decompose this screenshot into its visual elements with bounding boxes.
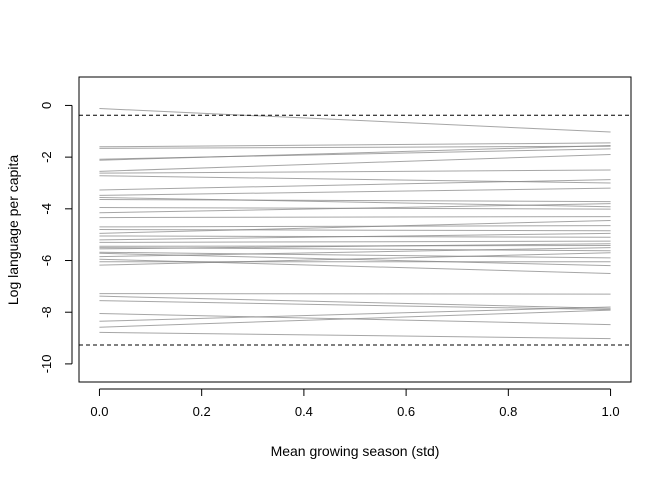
- series-line-27: [99, 247, 611, 258]
- series-line-3: [99, 145, 611, 149]
- series-line-14: [99, 203, 611, 214]
- series-line-12: [99, 199, 611, 203]
- x-tick-label: 0.4: [295, 404, 313, 419]
- series-line-15: [99, 216, 611, 219]
- x-axis-title: Mean growing season (std): [271, 443, 440, 459]
- y-tick-label: -8: [39, 306, 54, 318]
- y-tick-label: -10: [39, 355, 54, 374]
- x-tick-label: 0.8: [499, 404, 517, 419]
- x-tick-label: 0.0: [90, 404, 108, 419]
- series-line-5: [99, 144, 611, 161]
- series-line-36: [99, 309, 611, 328]
- series-group: [99, 108, 611, 340]
- reference-lines-group: [79, 114, 631, 346]
- series-line-32: [99, 295, 611, 309]
- series-line-20: [99, 232, 611, 241]
- y-tick-label: -2: [39, 151, 54, 163]
- series-line-33: [99, 300, 611, 311]
- series-line-16: [99, 225, 611, 228]
- y-axis-title: Log language per capita: [5, 155, 21, 305]
- series-line-18: [99, 219, 611, 234]
- series-line-31: [99, 293, 611, 295]
- series-line-30: [99, 252, 611, 266]
- series-line-25: [99, 251, 611, 259]
- series-line-37: [99, 331, 611, 340]
- y-tick-label: 0: [39, 102, 54, 109]
- x-axis: 0.0 0.2 0.4 0.6 0.8 1.0: [90, 388, 620, 419]
- series-line-10: [99, 187, 611, 196]
- series-line-8: [99, 175, 611, 184]
- y-tick-label: -4: [39, 203, 54, 215]
- series-line-17: [99, 229, 611, 232]
- series-line-1: [99, 108, 611, 133]
- series-line-2: [99, 142, 611, 148]
- series-line-21: [99, 240, 611, 243]
- y-axis: 0 -2 -4 -6 -8 -10: [39, 102, 73, 374]
- series-line-9: [99, 179, 611, 191]
- plot-frame: [78, 76, 632, 383]
- series-line-35: [99, 306, 611, 322]
- series-line-6: [99, 154, 611, 172]
- y-tick-label: -6: [39, 255, 54, 267]
- series-line-24: [99, 243, 611, 250]
- x-tick-label: 0.6: [397, 404, 415, 419]
- x-tick-label: 0.2: [193, 404, 211, 419]
- x-tick-label: 1.0: [602, 404, 620, 419]
- series-line-7: [99, 169, 611, 174]
